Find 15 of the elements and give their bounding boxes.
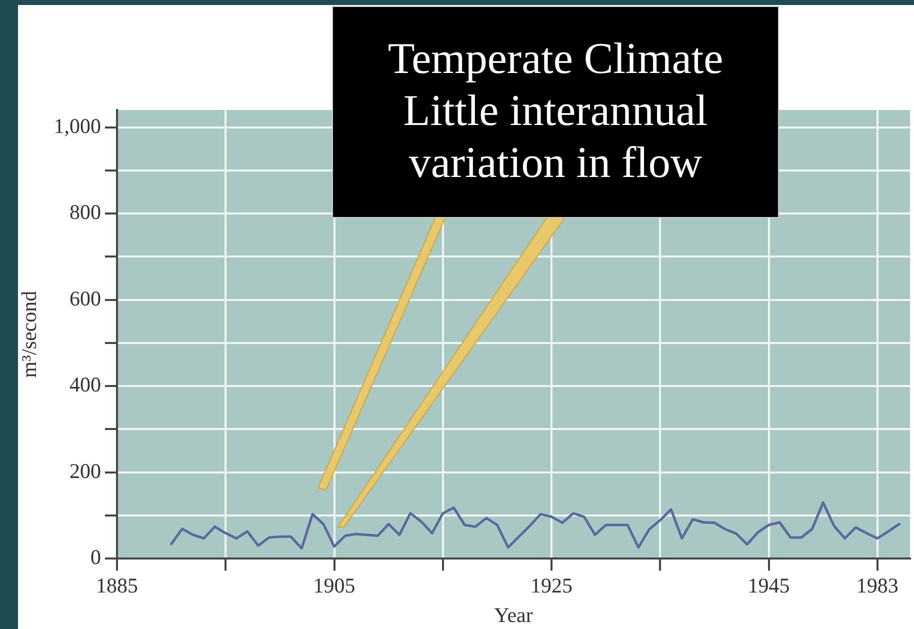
y-tick-label: 0	[90, 545, 101, 570]
y-tick-label: 600	[70, 286, 101, 310]
chart-subtitle: Little interannual variation in flow	[402, 85, 709, 189]
x-tick-label: 1983	[856, 574, 898, 598]
x-tick-label: 1885	[96, 574, 138, 598]
x-tick-label: 1905	[313, 574, 356, 598]
y-tick-label: 1,000	[54, 114, 101, 138]
chart-title: Temperate Climate	[386, 33, 724, 85]
y-tick-label: 800	[70, 200, 101, 224]
y-axis-title: m³/second	[17, 290, 42, 378]
x-tick-label: 1925	[530, 574, 573, 598]
y-tick-label: 200	[70, 458, 101, 483]
x-axis-title: Year	[494, 602, 533, 627]
y-tick-label: 400	[70, 372, 101, 397]
x-tick-label: 1945	[748, 574, 790, 598]
